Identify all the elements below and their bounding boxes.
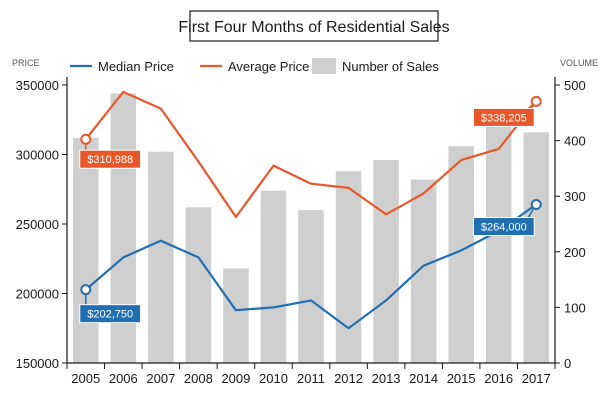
bar-2014 — [410, 179, 437, 363]
line-median-price — [85, 203, 537, 330]
callout-label: $202,750 — [87, 309, 133, 321]
x-tick-label-2012: 2012 — [334, 371, 363, 386]
axes-group: 150000 200000 250000 300000 350000 0 100 200 300… — [16, 77, 586, 386]
right-axis-label: VOLUME — [560, 58, 598, 68]
line-average-price — [84, 90, 538, 219]
x-tick-label-2017: 2017 — [522, 371, 551, 386]
x-tick-label-2011: 2011 — [297, 371, 325, 386]
title-box — [189, 10, 439, 42]
left-tick-label: 250000 — [16, 217, 59, 232]
right-tick-label: 400 — [564, 134, 586, 149]
x-tick-label-2015: 2015 — [447, 371, 476, 386]
bar-2016 — [485, 121, 512, 363]
callout-box — [472, 107, 535, 127]
x-tick-label-2007: 2007 — [146, 371, 175, 386]
bar-2007 — [148, 151, 174, 363]
right-tick-label: 100 — [564, 300, 586, 315]
callout-label: $264,000 — [481, 222, 527, 234]
callout-marker — [80, 133, 92, 145]
x-tick-label-2006: 2006 — [109, 371, 138, 386]
callout-marker — [530, 95, 542, 107]
legend: Median Price Average Price Number of Sales — [70, 58, 439, 74]
x-tick-label-2009: 2009 — [221, 371, 250, 386]
x-tick-label-2016: 2016 — [484, 371, 513, 386]
x-tick-label-2013: 2013 — [372, 371, 401, 386]
chart-title: First Four Months of Residential Sales — [178, 19, 449, 36]
annotations-group: $310,988 $338,205 $202,750 $264,000 — [79, 95, 542, 324]
x-tick-label-2014: 2014 — [409, 371, 438, 386]
left-tick-label: 150000 — [16, 356, 59, 371]
right-tick-label: 300 — [564, 189, 586, 204]
callout-label: $310,988 — [87, 154, 133, 166]
x-tick-label-2008: 2008 — [184, 371, 213, 386]
callout-marker — [80, 284, 92, 296]
callout-box — [79, 304, 142, 324]
bar-2013 — [373, 160, 399, 363]
left-axis-label: PRICE — [12, 58, 40, 68]
bar-2017 — [523, 132, 549, 363]
bar-2009 — [223, 268, 249, 363]
legend-label: Average Price — [228, 59, 309, 74]
bar-2008 — [185, 207, 212, 363]
callout-box — [79, 149, 142, 169]
bar-2012 — [335, 171, 362, 363]
x-tick-label-2005: 2005 — [71, 371, 100, 386]
left-tick-label: 300000 — [16, 148, 59, 163]
x-tick-label-2010: 2010 — [259, 371, 288, 386]
right-tick-label: 500 — [564, 78, 586, 93]
legend-label: Median Price — [98, 59, 174, 74]
left-tick-label: 200000 — [16, 287, 59, 302]
legend-label: Number of Sales — [342, 59, 439, 74]
callout-box — [472, 217, 535, 237]
bar-2005 — [73, 137, 99, 363]
bar-2011 — [298, 210, 324, 363]
callout-label: $338,205 — [481, 112, 527, 124]
right-tick-label: 0 — [564, 356, 571, 371]
legend-swatch — [312, 58, 336, 74]
chart-title-group: First Four Months of Residential Sales — [178, 10, 450, 42]
lines-group — [84, 90, 538, 330]
bar-2010 — [260, 190, 287, 363]
right-tick-label: 200 — [564, 245, 586, 260]
left-tick-label: 350000 — [16, 78, 59, 93]
callout-marker — [530, 199, 542, 211]
